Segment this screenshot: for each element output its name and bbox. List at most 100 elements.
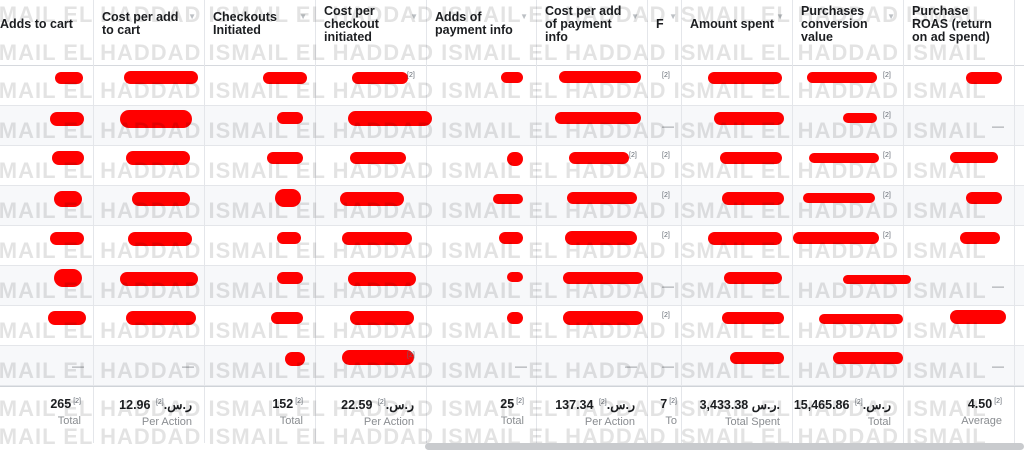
table-row[interactable]: — — bbox=[0, 266, 1024, 306]
total-cost-per-payment-info: 137.34 ر.س.[2] Per Action bbox=[537, 387, 648, 443]
table-row[interactable]: [2] bbox=[0, 306, 1024, 346]
table-row[interactable]: — [2] — bbox=[0, 106, 1024, 146]
redaction bbox=[350, 311, 414, 325]
sort-icon[interactable]: ▼ bbox=[188, 12, 196, 21]
redaction bbox=[50, 112, 84, 126]
redaction bbox=[724, 272, 782, 284]
redaction bbox=[342, 350, 414, 365]
redaction bbox=[555, 112, 641, 124]
table-row[interactable]: [2] [2] bbox=[0, 226, 1024, 266]
redaction bbox=[342, 232, 412, 245]
total-adds-of-payment-info: 25 [2] Total bbox=[427, 387, 537, 443]
redaction bbox=[348, 272, 416, 286]
redaction bbox=[507, 152, 523, 166]
redaction bbox=[793, 232, 879, 244]
redaction bbox=[55, 72, 83, 84]
redaction bbox=[285, 352, 305, 366]
redaction bbox=[263, 72, 307, 84]
column-header-checkouts-initiated[interactable]: Checkouts Initiated ▼ bbox=[205, 0, 316, 66]
redaction bbox=[559, 71, 641, 83]
table-row[interactable]: [2] [2] bbox=[0, 186, 1024, 226]
redaction bbox=[722, 312, 784, 324]
total-amount-spent: 3,433.38 ر.س. Total Spent bbox=[682, 387, 793, 443]
redaction bbox=[803, 193, 875, 203]
redaction bbox=[819, 314, 903, 324]
redaction bbox=[569, 152, 629, 164]
redaction bbox=[565, 231, 637, 245]
table-header: Adds to cart Cost per add to cart ▼ Chec… bbox=[0, 0, 1024, 66]
redaction bbox=[722, 192, 784, 205]
redaction bbox=[124, 71, 198, 84]
redaction bbox=[493, 194, 523, 204]
redaction bbox=[809, 153, 879, 163]
sort-icon[interactable]: ▼ bbox=[887, 12, 895, 21]
sort-icon[interactable]: ▼ bbox=[631, 12, 639, 21]
total-purchase-roas: 4.50 [2] Average bbox=[904, 387, 1015, 443]
redaction bbox=[807, 72, 877, 83]
column-header-truncated[interactable]: F ▼ bbox=[648, 0, 682, 66]
redaction bbox=[126, 151, 190, 165]
total-cost-per-add-to-cart: 12.96 ر.س.[2] Per Action bbox=[94, 387, 205, 443]
redaction bbox=[730, 352, 784, 364]
sort-icon[interactable]: ▼ bbox=[520, 12, 528, 21]
total-cost-per-checkout: 22.59 ر.س.[2] Per Action bbox=[316, 387, 427, 443]
column-header-purchases-conversion-value[interactable]: Purchases conversion value ▼ bbox=[793, 0, 904, 66]
redaction bbox=[567, 192, 637, 204]
redaction bbox=[966, 72, 1002, 84]
redaction bbox=[960, 232, 1000, 244]
redaction bbox=[126, 311, 196, 325]
total-adds-to-cart: 265 [2] Total bbox=[0, 387, 94, 443]
redaction bbox=[950, 152, 998, 163]
redaction bbox=[48, 311, 86, 325]
redaction bbox=[708, 232, 782, 245]
redaction bbox=[720, 152, 782, 164]
redaction bbox=[267, 152, 303, 164]
redaction bbox=[352, 72, 408, 84]
column-header-amount-spent[interactable]: Amount spent ▼ bbox=[682, 0, 793, 66]
redaction bbox=[563, 272, 643, 284]
redaction bbox=[54, 191, 82, 207]
redaction bbox=[120, 110, 192, 128]
column-header-purchase-roas[interactable]: Purchase ROAS (return on ad spend) bbox=[904, 0, 1015, 66]
redaction bbox=[499, 232, 523, 244]
column-header-adds-of-payment-info[interactable]: Adds of payment info ▼ bbox=[427, 0, 537, 66]
column-header-cost-per-add-to-cart[interactable]: Cost per add to cart ▼ bbox=[94, 0, 205, 66]
redaction bbox=[340, 192, 404, 206]
total-purchases-conversion-value: 15,465.86 ر.س.[2] Total bbox=[793, 387, 904, 443]
redaction bbox=[501, 72, 523, 83]
redaction bbox=[275, 189, 301, 207]
redaction bbox=[350, 152, 406, 164]
sort-icon[interactable]: ▼ bbox=[669, 12, 677, 21]
column-header-cost-per-checkout[interactable]: Cost per checkout initiated ▼ bbox=[316, 0, 427, 66]
redaction bbox=[833, 352, 903, 364]
redaction bbox=[507, 312, 523, 324]
horizontal-scrollbar[interactable] bbox=[425, 443, 1024, 450]
redaction bbox=[348, 111, 432, 126]
redaction bbox=[120, 272, 198, 286]
redaction bbox=[50, 232, 84, 245]
redaction bbox=[52, 151, 84, 165]
table-row[interactable]: [2] [2] [2] bbox=[0, 146, 1024, 186]
redaction bbox=[950, 310, 1006, 324]
redaction bbox=[843, 113, 877, 123]
redaction bbox=[966, 192, 1002, 204]
sort-icon[interactable]: ▼ bbox=[410, 12, 418, 21]
sort-icon[interactable]: ▼ bbox=[299, 12, 307, 21]
redaction bbox=[708, 72, 782, 84]
column-header-adds-to-cart[interactable]: Adds to cart bbox=[0, 0, 94, 66]
redaction bbox=[714, 112, 784, 125]
table-row[interactable]: [2] [2] [2] bbox=[0, 66, 1024, 106]
redaction bbox=[277, 272, 303, 284]
redaction bbox=[507, 272, 523, 282]
redaction bbox=[277, 112, 303, 124]
sort-icon[interactable]: ▼ bbox=[776, 12, 784, 21]
redaction bbox=[54, 269, 82, 287]
table-row[interactable]: — — [2] — — — — bbox=[0, 346, 1024, 386]
redaction bbox=[277, 232, 301, 244]
redaction bbox=[271, 312, 303, 324]
total-truncated: 7 [2] To bbox=[648, 387, 682, 443]
total-checkouts-initiated: 152 [2] Total bbox=[205, 387, 316, 443]
column-header-cost-per-payment-info[interactable]: Cost per add of payment info ▼ bbox=[537, 0, 648, 66]
redaction bbox=[132, 192, 190, 206]
